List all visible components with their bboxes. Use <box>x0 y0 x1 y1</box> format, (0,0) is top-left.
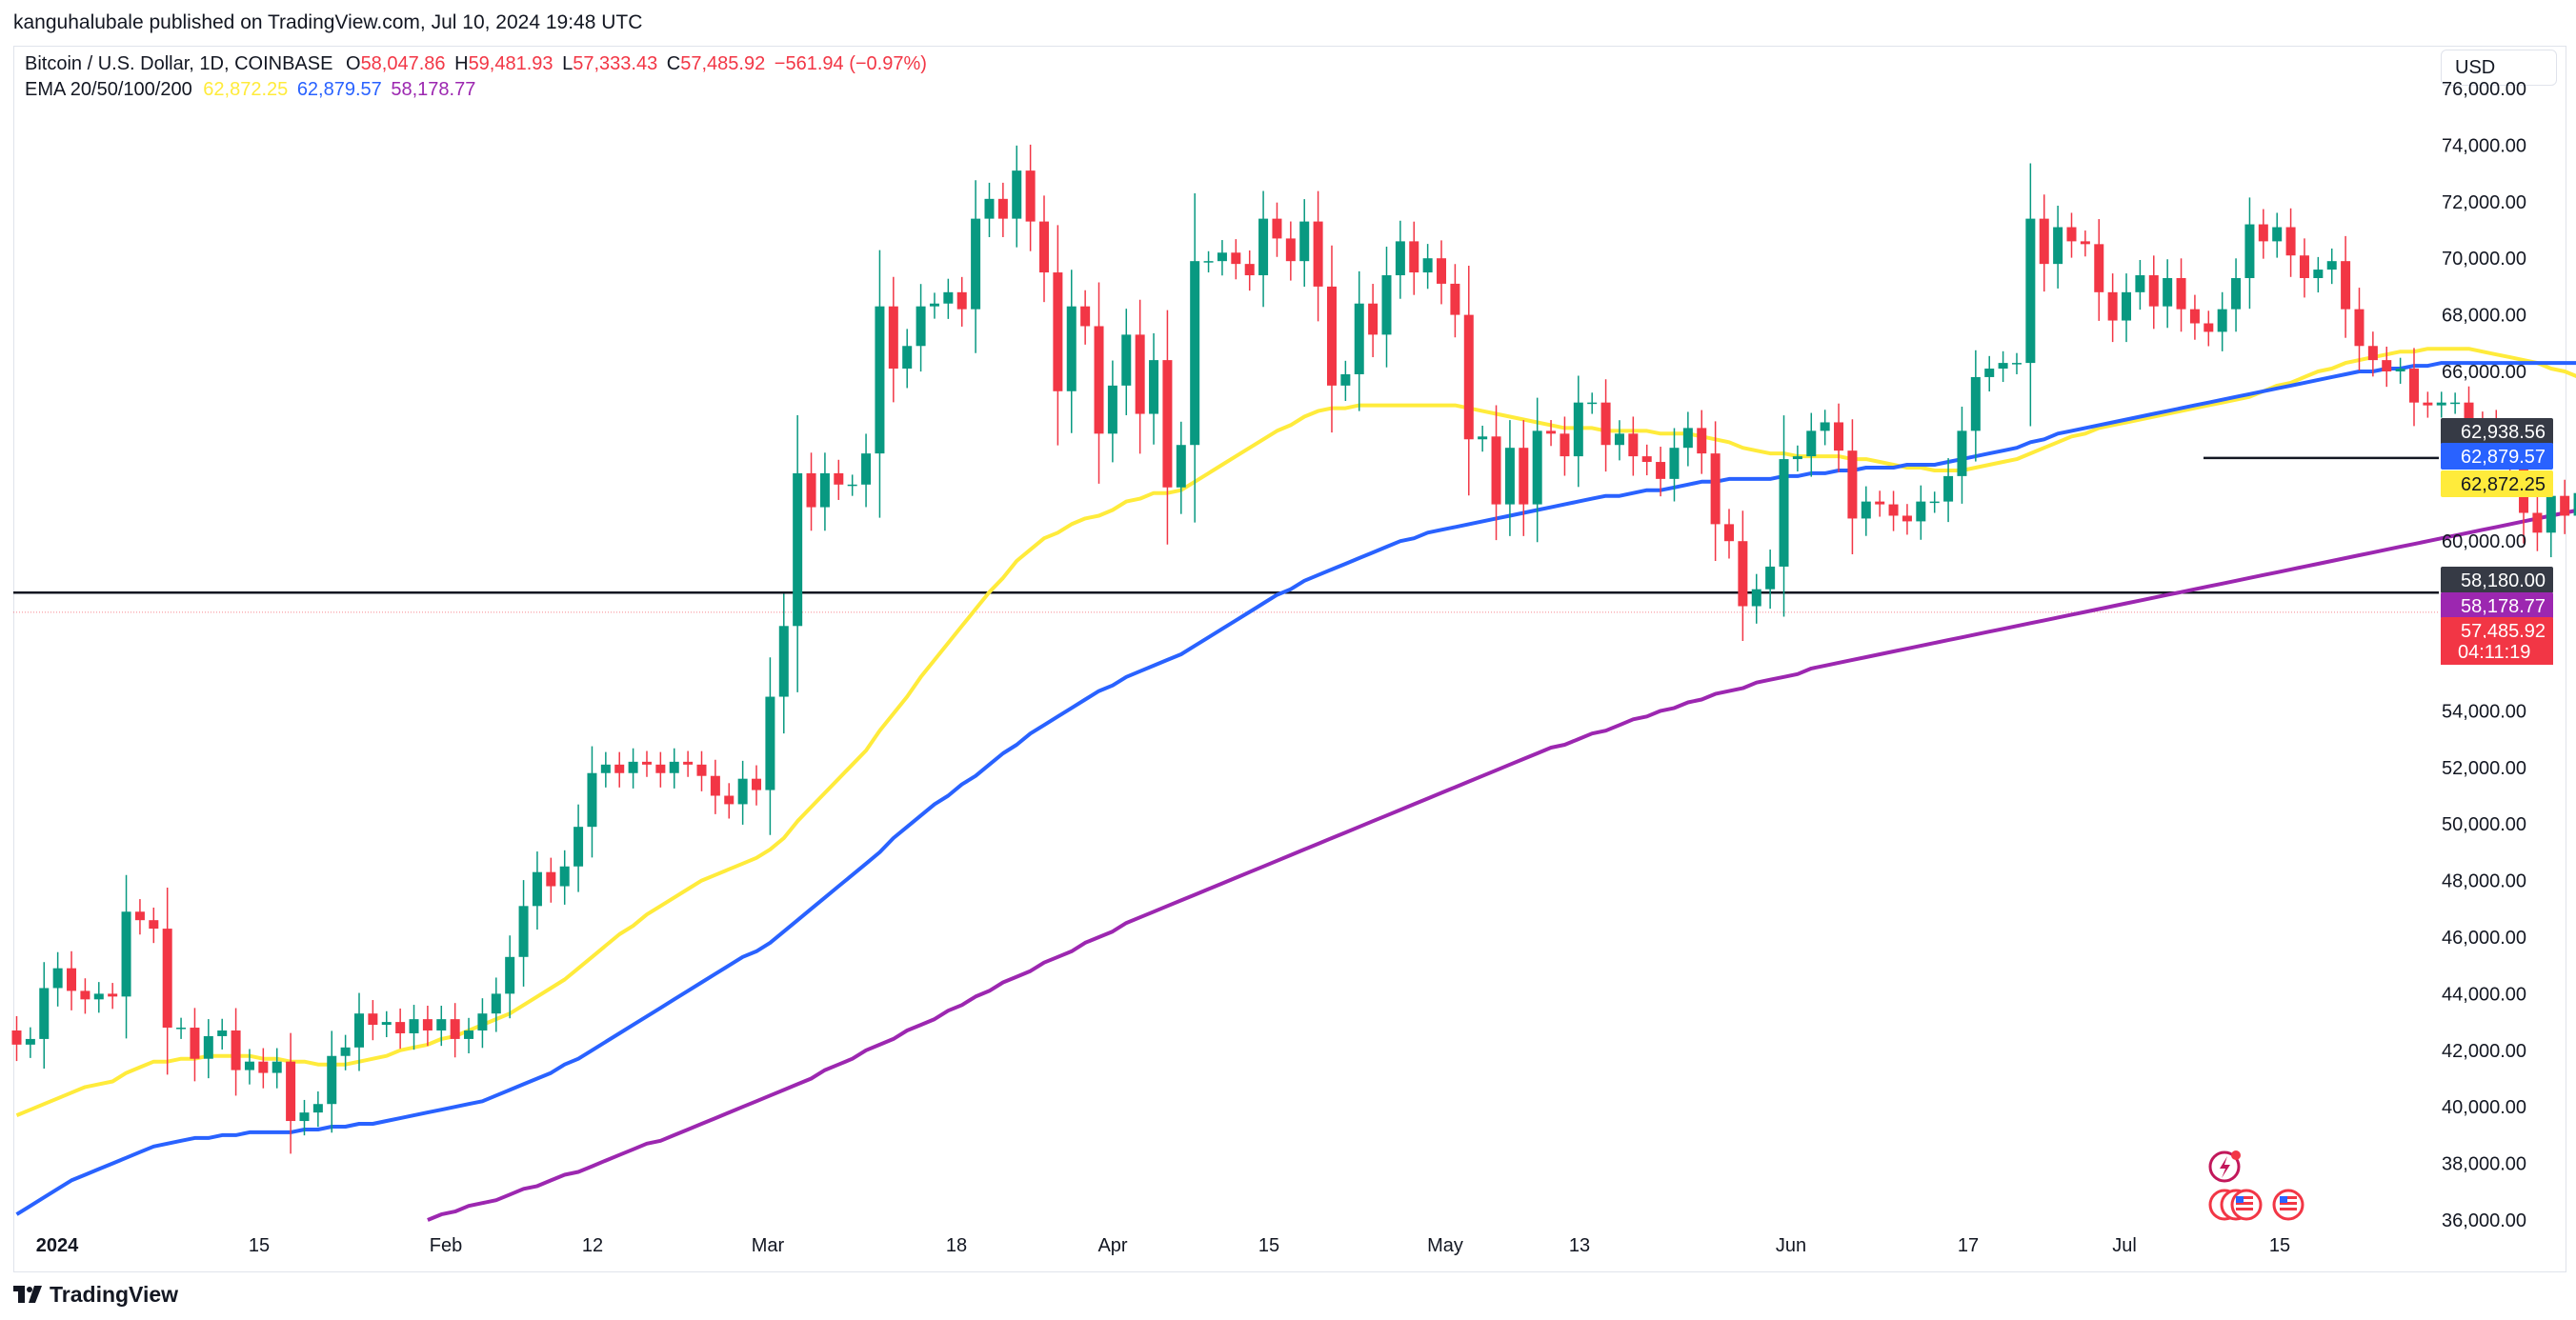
tradingview-logo-icon <box>13 1286 42 1303</box>
publisher-line: kanguhalubale published on TradingView.c… <box>13 11 643 33</box>
symbol-name[interactable]: Bitcoin / U.S. Dollar, 1D, COINBASE <box>25 53 333 74</box>
high-value: 59,481.93 <box>468 53 553 74</box>
low-value: 57,333.43 <box>573 53 658 74</box>
ema100-value: 62,879.57 <box>296 79 382 100</box>
change-value: −561.94 (−0.97%) <box>774 53 927 74</box>
open-value: 58,047.86 <box>360 53 446 74</box>
ema-label[interactable]: EMA 20/50/100/200 <box>25 79 192 100</box>
low-label: L <box>562 53 574 74</box>
ema50-value: 62,872.25 <box>203 79 289 100</box>
close-value: 57,485.92 <box>680 53 766 74</box>
currency-button[interactable]: USD <box>2441 50 2557 86</box>
ema-legend: EMA 20/50/100/200 62,872.25 62,879.57 58… <box>25 79 475 101</box>
close-label: C <box>666 53 681 74</box>
tradingview-brand-text: TradingView <box>50 1281 179 1307</box>
open-label: O <box>346 53 361 74</box>
tradingview-logo[interactable]: TradingView <box>13 1280 178 1309</box>
ema200-value: 58,178.77 <box>391 79 476 100</box>
high-label: H <box>454 53 469 74</box>
symbol-legend: Bitcoin / U.S. Dollar, 1D, COINBASE O58,… <box>25 53 927 75</box>
chart-frame <box>13 46 2566 1272</box>
